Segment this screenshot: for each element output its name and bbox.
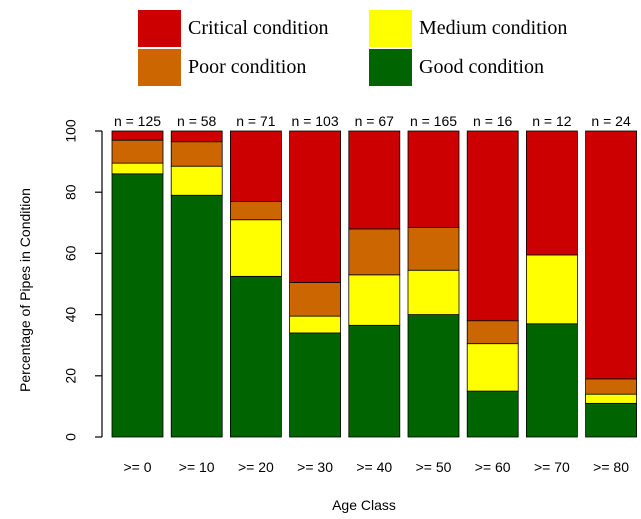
y-axis-label: Percentage of Pipes in Condition [17,188,33,392]
bar-segment-medium-condition [111,162,164,175]
chart-legend: Critical condition Medium condition Poor c… [138,10,567,86]
legend-label: Poor condition [188,56,306,78]
bar-segment-poor-condition [348,228,401,276]
x-tick-label: >= 60 [475,459,511,475]
bar-segment-medium-condition [466,343,519,392]
legend-swatch [138,10,181,47]
legend-swatch [138,49,181,86]
legend-label: Critical condition [188,17,329,39]
bar-segment-poor-condition [466,320,519,345]
bar-segment-medium-condition [170,165,223,196]
x-axis: >= 0 >= 10 >= 20 >= 30 >= 40 >= 50 >= 60 >= 70 >… [123,459,629,475]
bar-segment-good-condition [229,275,282,438]
y-tick-label: 40 [63,307,79,323]
bar-segment-poor-condition [289,282,342,317]
bar-segment-poor-condition [229,200,282,221]
bar-segment-poor-condition [170,141,223,167]
bar-count-label: n = 12 [532,113,572,129]
bar-segment-critical-condition [289,130,342,283]
bar-segment-critical-condition [111,130,164,141]
x-tick-label: >= 20 [238,459,274,475]
y-axis: 0 20 40 60 80 100 [63,119,103,441]
bar-segment-medium-condition [407,269,460,316]
bar-segment-critical-condition [585,130,637,380]
y-tick-label: 60 [63,245,79,261]
bar-segment-good-condition [348,324,401,438]
x-tick-label: >= 70 [534,459,570,475]
legend-swatch [369,49,412,86]
bar-segment-medium-condition [348,274,401,326]
bar-segment-critical-condition [407,130,460,228]
bar-segment-good-condition [526,323,578,438]
x-tick-label: >= 10 [179,459,215,475]
bar-segment-medium-condition [585,393,637,404]
bar-segment-good-condition [585,402,637,438]
bar-count-label: n = 16 [473,113,513,129]
bar-count-label: n = 125 [114,113,161,129]
bar-segment-good-condition [111,173,164,438]
bar-count-label: n = 24 [591,113,631,129]
x-tick-label: >= 30 [297,459,333,475]
legend-label: Good condition [419,56,544,78]
bar-count-labels: n = 125 n = 58 n = 71 n = 103 n = 67 n = 165 n… [114,113,631,129]
y-tick-label: 20 [63,368,79,384]
bar-segment-critical-condition [229,130,282,202]
x-axis-label: Age Class [332,497,396,513]
x-tick-label: >= 50 [416,459,452,475]
bar-segment-poor-condition [407,226,460,271]
bar-count-label: n = 71 [236,113,276,129]
bar-segment-good-condition [289,332,342,438]
bar-count-label: n = 67 [355,113,395,129]
legend-label: Medium condition [419,17,567,39]
bar-segment-good-condition [407,314,460,438]
bar-segment-critical-condition [466,130,519,322]
bar-segment-good-condition [170,194,223,438]
bar-segment-critical-condition [170,130,223,143]
chart-bars [111,130,637,438]
y-tick-label: 0 [63,433,79,441]
bar-count-label: n = 58 [177,113,217,129]
bar-segment-poor-condition [111,139,164,164]
bar-segment-medium-condition [229,219,282,277]
x-tick-label: >= 0 [123,459,151,475]
legend-swatch [369,10,412,47]
y-tick-label: 80 [63,184,79,200]
bar-segment-good-condition [466,390,519,438]
bar-count-label: n = 103 [292,113,339,129]
bar-segment-critical-condition [526,130,578,256]
x-tick-label: >= 80 [593,459,629,475]
y-tick-label: 100 [63,119,79,143]
bar-count-label: n = 165 [410,113,457,129]
bar-segment-medium-condition [289,315,342,334]
bar-segment-critical-condition [348,130,401,230]
bar-segment-poor-condition [585,378,637,395]
bar-segment-medium-condition [526,254,578,325]
x-tick-label: >= 40 [356,459,392,475]
